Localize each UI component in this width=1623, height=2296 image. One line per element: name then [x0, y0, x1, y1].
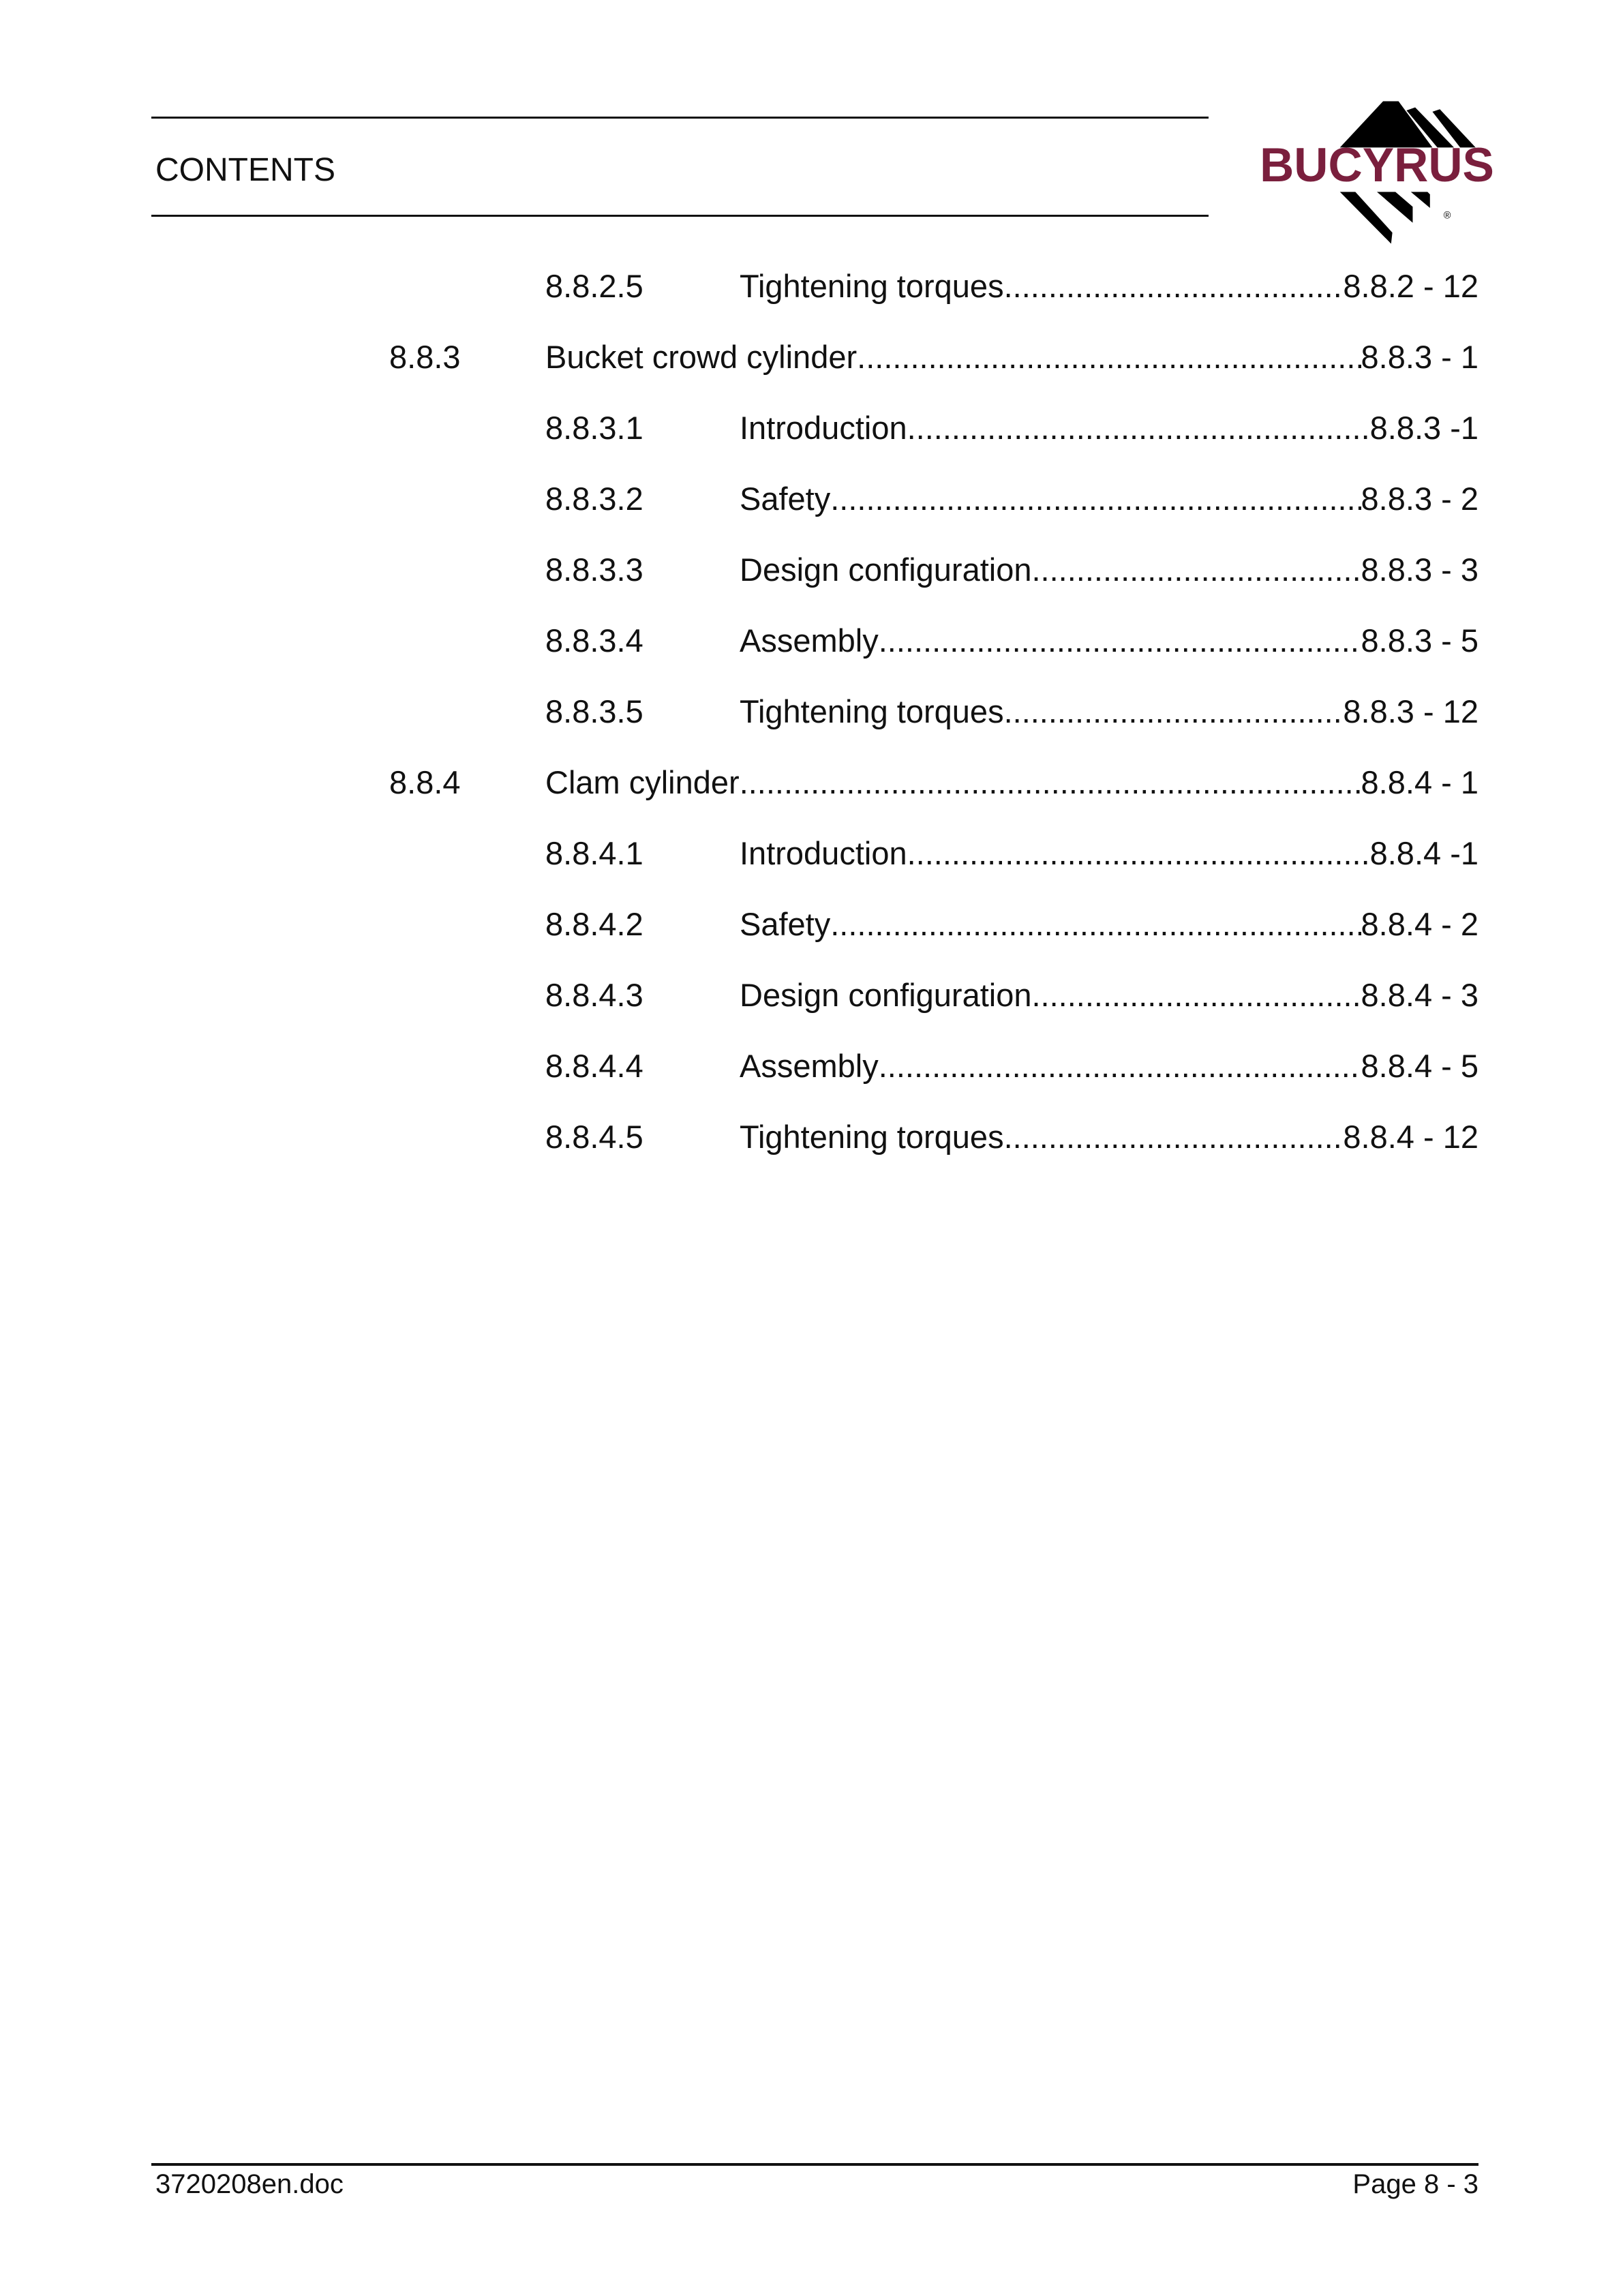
toc-entry-page: 8.8.3 - 12	[1343, 693, 1478, 729]
toc-entry-page: 8.8.4 - 12	[1343, 1119, 1478, 1155]
toc-entry-number: 8.8.4.1	[545, 835, 643, 871]
toc-entry[interactable]: 8.8.4.3 Design configuration.............…	[0, 975, 1478, 1016]
toc-entry[interactable]: 8.8.3.2 Safety...........................…	[0, 479, 1478, 519]
toc-entry-page: 8.8.3 - 2	[1361, 481, 1478, 517]
toc-entry-line: Assembly................................…	[740, 1046, 1478, 1087]
toc-entry-page: 8.8.3 - 5	[1361, 622, 1478, 659]
toc-entry-number: 8.8.3.4	[545, 622, 643, 659]
toc-entry-title: Tightening torques	[740, 693, 1004, 729]
toc-entry-line: Introduction............................…	[740, 833, 1478, 874]
toc-entry-number: 8.8.3.2	[545, 481, 643, 517]
toc-entry-title: Tightening torques	[740, 268, 1004, 304]
toc-entry-number: 8.8.3	[389, 339, 461, 375]
dot-leader: ........................................…	[857, 339, 1361, 375]
dot-leader: ........................................…	[830, 906, 1361, 942]
page-header-title: CONTENTS	[155, 152, 335, 188]
toc-entry-page: 8.8.4 - 1	[1361, 764, 1478, 800]
toc-entry-page: 8.8.3 - 1	[1361, 339, 1478, 375]
toc-entry-number: 8.8.4.3	[545, 977, 643, 1013]
toc-entry-line: Bucket crowd cylinder...................…	[545, 337, 1478, 378]
toc-entry-page: 8.8.4 - 2	[1361, 906, 1478, 942]
toc-entry-number: 8.8.4.4	[545, 1048, 643, 1084]
header-top-rule	[151, 117, 1209, 119]
toc-entry[interactable]: 8.8.4.5 Tightening torques...............…	[0, 1117, 1478, 1158]
toc-entry[interactable]: 8.8.2.5 Tightening torques...............…	[0, 266, 1478, 307]
dot-leader: ........................................…	[1031, 552, 1361, 588]
toc-entry-number: 8.8.4.5	[545, 1119, 643, 1155]
toc-entry-title: Introduction	[740, 835, 907, 871]
toc-entry-title: Bucket crowd cylinder	[545, 339, 858, 375]
dot-leader: ........................................…	[830, 481, 1361, 517]
dot-leader: ........................................…	[1031, 977, 1361, 1013]
dot-leader: ........................................…	[739, 764, 1361, 800]
toc-entry-title: Clam cylinder	[545, 764, 740, 800]
dot-leader: ........................................…	[878, 1048, 1361, 1084]
toc-entry-page: 8.8.4 -1	[1369, 835, 1478, 871]
toc-entry-title: Assembly	[740, 622, 879, 659]
toc-entry-line: Safety..................................…	[740, 479, 1478, 519]
toc-entry-page: 8.8.3 - 3	[1361, 552, 1478, 588]
toc-entry-title: Assembly	[740, 1048, 879, 1084]
toc-entry-title: Safety	[740, 906, 831, 942]
header-bottom-rule	[151, 215, 1209, 217]
toc-entry-number: 8.8.3.5	[545, 693, 643, 729]
toc-entry[interactable]: 8.8.4 Clam cylinder......................…	[0, 762, 1478, 803]
toc-entry-page: 8.8.2 - 12	[1343, 268, 1478, 304]
toc-entry[interactable]: 8.8.3.4 Assembly.........................…	[0, 620, 1478, 661]
footer-rule	[151, 2163, 1478, 2166]
toc-entry-title: Design configuration	[740, 977, 1032, 1013]
dot-leader: ........................................…	[1003, 1119, 1344, 1155]
toc-entry[interactable]: 8.8.3.5 Tightening torques...............…	[0, 691, 1478, 732]
toc-entry-title: Tightening torques	[740, 1119, 1004, 1155]
footer-filename: 3720208en.doc	[155, 2169, 344, 2199]
toc-entry-line: Design configuration....................…	[740, 549, 1478, 590]
registered-mark: ®	[1444, 210, 1451, 221]
toc-entry-number: 8.8.4.2	[545, 906, 643, 942]
toc-entry[interactable]: 8.8.4.1 Introduction.....................…	[0, 833, 1478, 874]
dot-leader: ........................................…	[878, 622, 1361, 659]
toc-entry[interactable]: 8.8.3 Bucket crowd cylinder..............…	[0, 337, 1478, 378]
toc-entry-page: 8.8.3 -1	[1369, 410, 1478, 446]
dot-leader: ........................................…	[907, 835, 1370, 871]
toc-entry-number: 8.8.3.1	[545, 410, 643, 446]
toc-entry-line: Safety..................................…	[740, 904, 1478, 945]
toc-entry-line: Introduction............................…	[740, 408, 1478, 449]
toc-entry-line: Tightening torques......................…	[740, 691, 1478, 732]
toc-entry-line: Tightening torques......................…	[740, 1117, 1478, 1158]
toc-entry-line: Clam cylinder...........................…	[545, 762, 1478, 803]
logo-wordmark: BUCYRUS	[1260, 138, 1494, 192]
toc-entry-page: 8.8.4 - 3	[1361, 977, 1478, 1013]
dot-leader: ........................................…	[1003, 268, 1344, 304]
toc-entry-line: Assembly................................…	[740, 620, 1478, 661]
toc-entry-line: Tightening torques......................…	[740, 266, 1478, 307]
toc-entry[interactable]: 8.8.4.4 Assembly.........................…	[0, 1046, 1478, 1087]
toc-entry-number: 8.8.2.5	[545, 268, 643, 304]
toc-entry-title: Design configuration	[740, 552, 1032, 588]
footer-page-number: Page 8 - 3	[1352, 2169, 1478, 2199]
toc-entry-title: Introduction	[740, 410, 907, 446]
toc-entry-title: Safety	[740, 481, 831, 517]
toc-entry[interactable]: 8.8.3.1 Introduction.....................…	[0, 408, 1478, 449]
dot-leader: ........................................…	[907, 410, 1370, 446]
bucyrus-logo: BUCYRUS ®	[1260, 101, 1494, 244]
toc-entry-page: 8.8.4 - 5	[1361, 1048, 1478, 1084]
toc-entry[interactable]: 8.8.4.2 Safety...........................…	[0, 904, 1478, 945]
toc-entry-line: Design configuration....................…	[740, 975, 1478, 1016]
dot-leader: ........................................…	[1003, 693, 1344, 729]
toc-entry-number: 8.8.4	[389, 764, 461, 800]
toc-entry-number: 8.8.3.3	[545, 552, 643, 588]
toc-entry[interactable]: 8.8.3.3 Design configuration.............…	[0, 549, 1478, 590]
